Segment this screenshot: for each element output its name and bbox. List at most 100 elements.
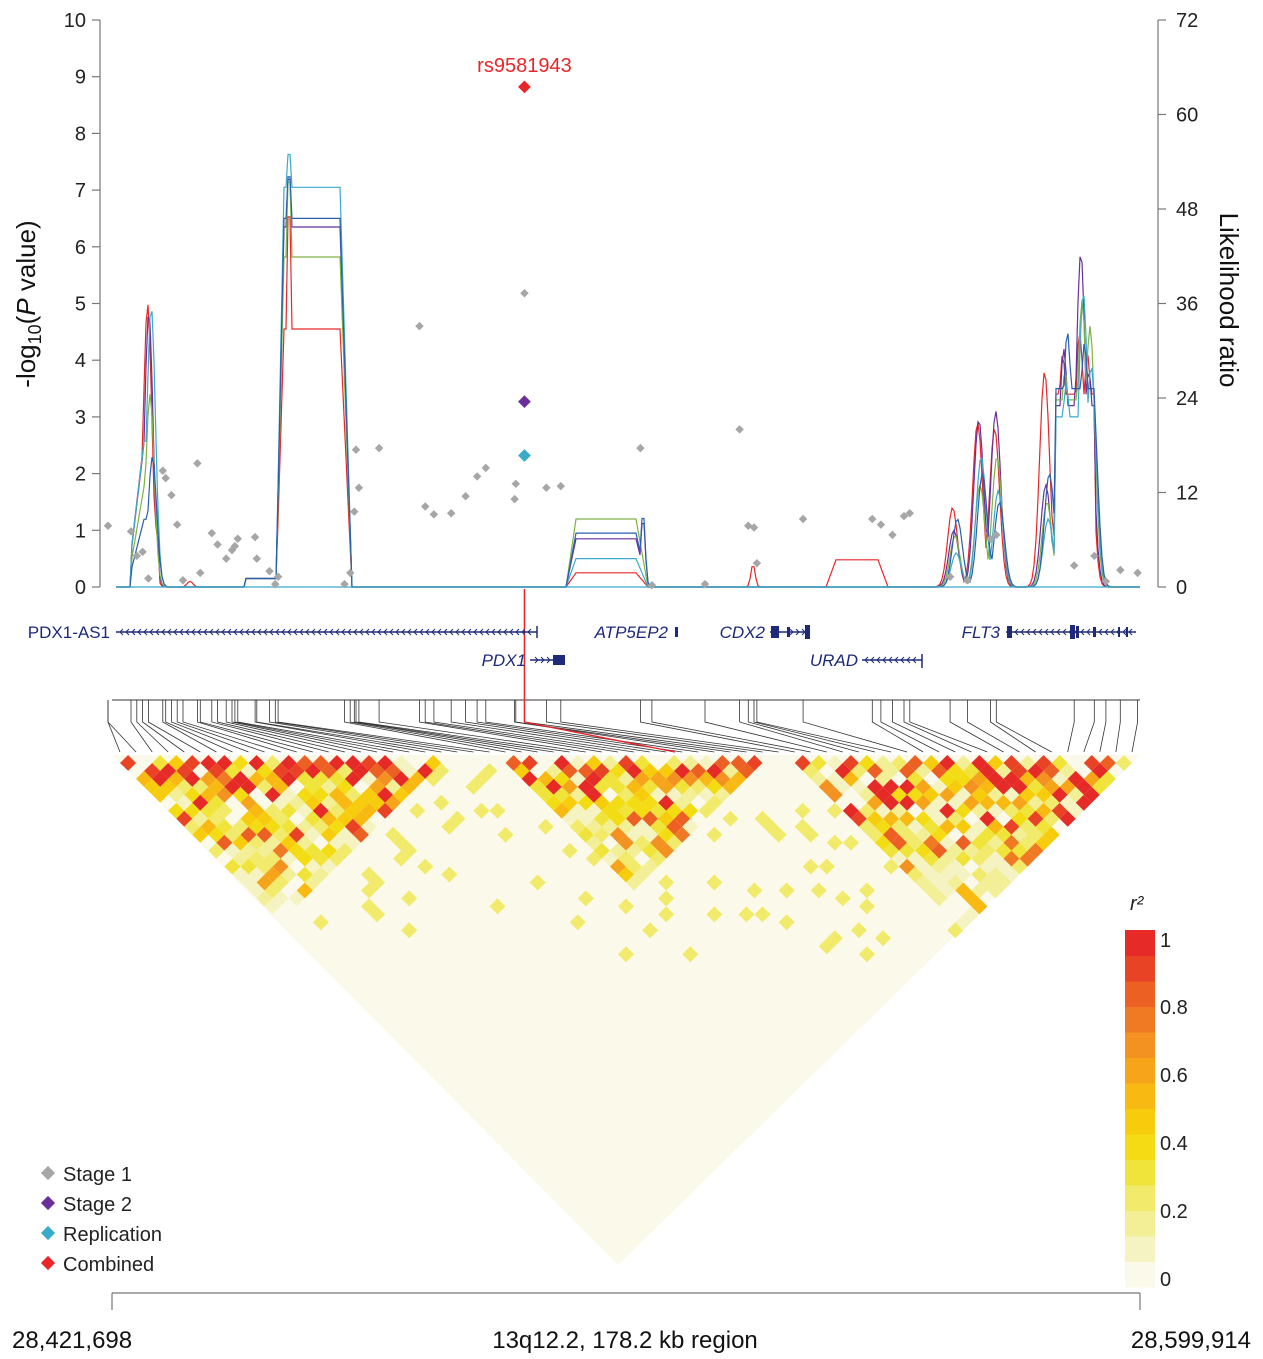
ld-cell bbox=[738, 763, 755, 779]
r2-colorbar bbox=[1125, 930, 1155, 1288]
ld-cell bbox=[987, 882, 1004, 899]
snp-point bbox=[636, 443, 645, 453]
legend-label-combined: Combined bbox=[63, 1254, 154, 1276]
ld-cell bbox=[136, 770, 153, 787]
ld-cell bbox=[361, 866, 377, 883]
r2-color-swatch bbox=[1125, 1159, 1155, 1186]
ld-cell bbox=[216, 802, 233, 819]
ld-cell bbox=[569, 818, 586, 835]
ld-cell bbox=[377, 770, 394, 787]
ld-cell bbox=[1019, 818, 1036, 835]
ld-cell bbox=[626, 778, 643, 795]
ld-cell bbox=[393, 755, 410, 771]
legend-label-stage-1: Stage 1 bbox=[63, 1164, 132, 1186]
legend-marker-replication bbox=[40, 1225, 56, 1241]
ld-cell bbox=[955, 882, 972, 899]
ld-cell bbox=[658, 826, 675, 843]
ld-cell bbox=[899, 778, 916, 795]
y-axis-left-title: -log10(P value) bbox=[11, 220, 45, 387]
ld-cell bbox=[176, 810, 193, 827]
ld-cell bbox=[754, 810, 771, 827]
r2-legend-title: r² bbox=[1130, 893, 1145, 915]
snp-point bbox=[345, 568, 355, 578]
ld-cell bbox=[425, 770, 442, 787]
ld-cell bbox=[963, 826, 980, 843]
ld-cell bbox=[995, 826, 1012, 843]
ld-cell bbox=[393, 834, 410, 851]
ld-cell bbox=[585, 818, 602, 835]
ld-cell bbox=[706, 763, 723, 779]
ld-cell bbox=[1027, 778, 1044, 795]
ld-cell bbox=[626, 810, 643, 827]
ld-cell bbox=[296, 818, 313, 835]
ld-cell bbox=[618, 898, 634, 915]
ld-cell bbox=[826, 834, 843, 851]
ld-cell bbox=[248, 802, 265, 819]
region-center-label: 13q12.2, 178.2 kb region bbox=[492, 1327, 758, 1354]
ld-cell bbox=[553, 755, 570, 771]
snp-point bbox=[518, 449, 531, 462]
ld-cell bbox=[899, 842, 916, 859]
ld-cell bbox=[650, 834, 667, 851]
ld-cell bbox=[296, 755, 313, 771]
r2-tick-0-2: 0.2 bbox=[1160, 1201, 1188, 1223]
ld-cell bbox=[658, 874, 675, 891]
ld-cell bbox=[915, 874, 932, 891]
ld-cell bbox=[553, 802, 570, 819]
ld-cell bbox=[312, 818, 329, 835]
ld-cell bbox=[682, 755, 699, 771]
r2-color-swatch bbox=[1125, 1210, 1155, 1237]
ld-cell bbox=[513, 763, 530, 779]
ld-cell bbox=[264, 770, 281, 787]
ld-cell bbox=[320, 794, 337, 811]
ld-cell bbox=[1003, 786, 1020, 803]
ld-cell bbox=[1011, 763, 1028, 779]
ld-cell bbox=[184, 755, 201, 771]
ld-cell bbox=[1035, 818, 1052, 835]
right-tick-label: 12 bbox=[1176, 483, 1198, 505]
ld-cell bbox=[232, 834, 249, 851]
ld-cell bbox=[256, 763, 273, 779]
ld-cell bbox=[842, 770, 859, 787]
ld-cell bbox=[883, 810, 900, 827]
snp-point bbox=[354, 483, 364, 493]
snp-point bbox=[481, 463, 491, 473]
ld-cell bbox=[272, 874, 289, 891]
ld-cell bbox=[987, 818, 1004, 835]
ld-cell bbox=[240, 810, 257, 827]
ld-cell bbox=[746, 882, 763, 899]
ld-cell bbox=[995, 794, 1012, 811]
ld-cell bbox=[642, 922, 659, 939]
snp-point bbox=[518, 395, 531, 408]
ld-cell bbox=[489, 802, 506, 819]
ld-cell bbox=[264, 786, 281, 803]
ld-cell bbox=[875, 930, 891, 947]
ld-cell bbox=[931, 826, 948, 843]
ld-cell bbox=[320, 778, 337, 795]
ld-cell bbox=[545, 763, 562, 779]
ld-cell bbox=[377, 802, 394, 819]
ld-cell bbox=[666, 818, 683, 835]
ld-cell bbox=[987, 866, 1004, 883]
snp-connectors bbox=[107, 699, 1140, 753]
left-tick-label: 4 bbox=[75, 350, 86, 372]
ld-cell bbox=[497, 826, 514, 843]
ld-cell bbox=[706, 874, 723, 891]
ld-cell bbox=[778, 882, 795, 899]
ld-cell bbox=[320, 826, 337, 843]
ld-cell bbox=[216, 818, 233, 835]
ld-cell bbox=[577, 794, 594, 811]
ld-cell bbox=[850, 763, 867, 779]
ld-cell bbox=[152, 755, 169, 771]
right-tick-label: 0 bbox=[1176, 577, 1187, 599]
ld-cell bbox=[545, 794, 562, 811]
ld-cell bbox=[577, 763, 594, 779]
ld-cell bbox=[369, 794, 386, 811]
ld-cell bbox=[1067, 802, 1084, 819]
ld-cell bbox=[842, 755, 859, 771]
ld-cell bbox=[891, 755, 908, 771]
ld-heatmap bbox=[120, 755, 1132, 963]
ld-cell bbox=[939, 786, 956, 803]
ld-cell bbox=[328, 802, 345, 819]
